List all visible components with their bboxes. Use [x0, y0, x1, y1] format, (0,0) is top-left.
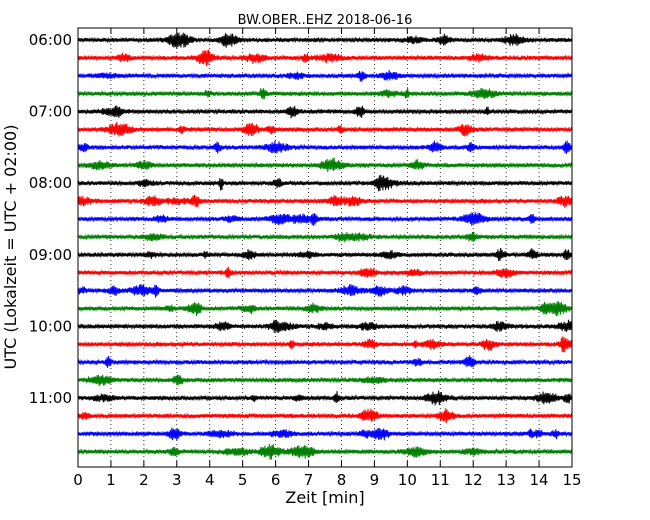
seismic-trace	[77, 70, 573, 82]
x-tick-label: 3	[172, 471, 182, 489]
x-tick-label: 13	[497, 471, 516, 489]
x-tick-label: 12	[464, 471, 483, 489]
seismic-trace	[77, 336, 573, 353]
y-tick-label: 06:00	[29, 31, 72, 49]
x-tick-label: 4	[205, 471, 215, 489]
seismic-trace	[77, 49, 573, 67]
x-tick-label: 14	[530, 471, 549, 489]
x-tick-label: 11	[431, 471, 450, 489]
x-tick-label: 9	[370, 471, 380, 489]
x-tick-label: 1	[106, 471, 116, 489]
seismic-trace	[77, 283, 573, 298]
seismic-trace	[77, 390, 573, 406]
y-axis-label: UTC (Lokalzeit = UTC + 02:00)	[1, 125, 20, 370]
seismic-trace	[77, 427, 573, 441]
trace-group	[77, 32, 573, 460]
plot-frame	[77, 27, 573, 468]
seismic-trace	[77, 174, 573, 192]
seismic-trace	[77, 87, 573, 100]
seismic-trace	[77, 443, 573, 460]
seismic-trace	[77, 301, 573, 317]
y-tick-label: 07:00	[29, 103, 72, 121]
x-tick-label: 10	[398, 471, 417, 489]
x-tick-label: 15	[562, 471, 581, 489]
seismic-trace	[77, 140, 573, 155]
seismic-trace	[77, 266, 573, 279]
chart-title: BW.OBER..EHZ 2018-06-16	[238, 13, 413, 28]
seismic-trace	[77, 355, 573, 368]
seismic-trace	[77, 194, 573, 208]
y-tick-label: 09:00	[29, 246, 72, 264]
seismic-trace	[77, 105, 573, 119]
y-tick-label: 08:00	[29, 174, 72, 192]
x-tick-label: 0	[73, 471, 83, 489]
x-tick-label: 5	[238, 471, 248, 489]
y-axis: 06:00 07:00 08:00 09:00 10:00 11:00	[29, 31, 572, 407]
seismic-trace	[77, 408, 573, 423]
seismic-trace	[77, 157, 573, 173]
seismic-trace	[77, 212, 573, 226]
seismic-trace	[77, 319, 573, 333]
x-axis-label: Zeit [min]	[285, 488, 364, 507]
y-tick-label: 11:00	[29, 389, 72, 407]
seismic-trace	[77, 247, 573, 262]
seismic-trace	[77, 374, 573, 387]
seismic-trace	[77, 231, 573, 243]
x-axis: 0 1 2 3 4 5 6 7 8 9 10 11 12 13 14 15	[73, 28, 582, 489]
seismic-trace	[77, 121, 573, 137]
x-tick-label: 2	[139, 471, 149, 489]
seismic-trace	[77, 32, 573, 49]
x-tick-label: 7	[304, 471, 314, 489]
x-tick-label: 6	[271, 471, 281, 489]
y-tick-label: 10:00	[29, 317, 72, 335]
x-tick-label: 8	[337, 471, 347, 489]
